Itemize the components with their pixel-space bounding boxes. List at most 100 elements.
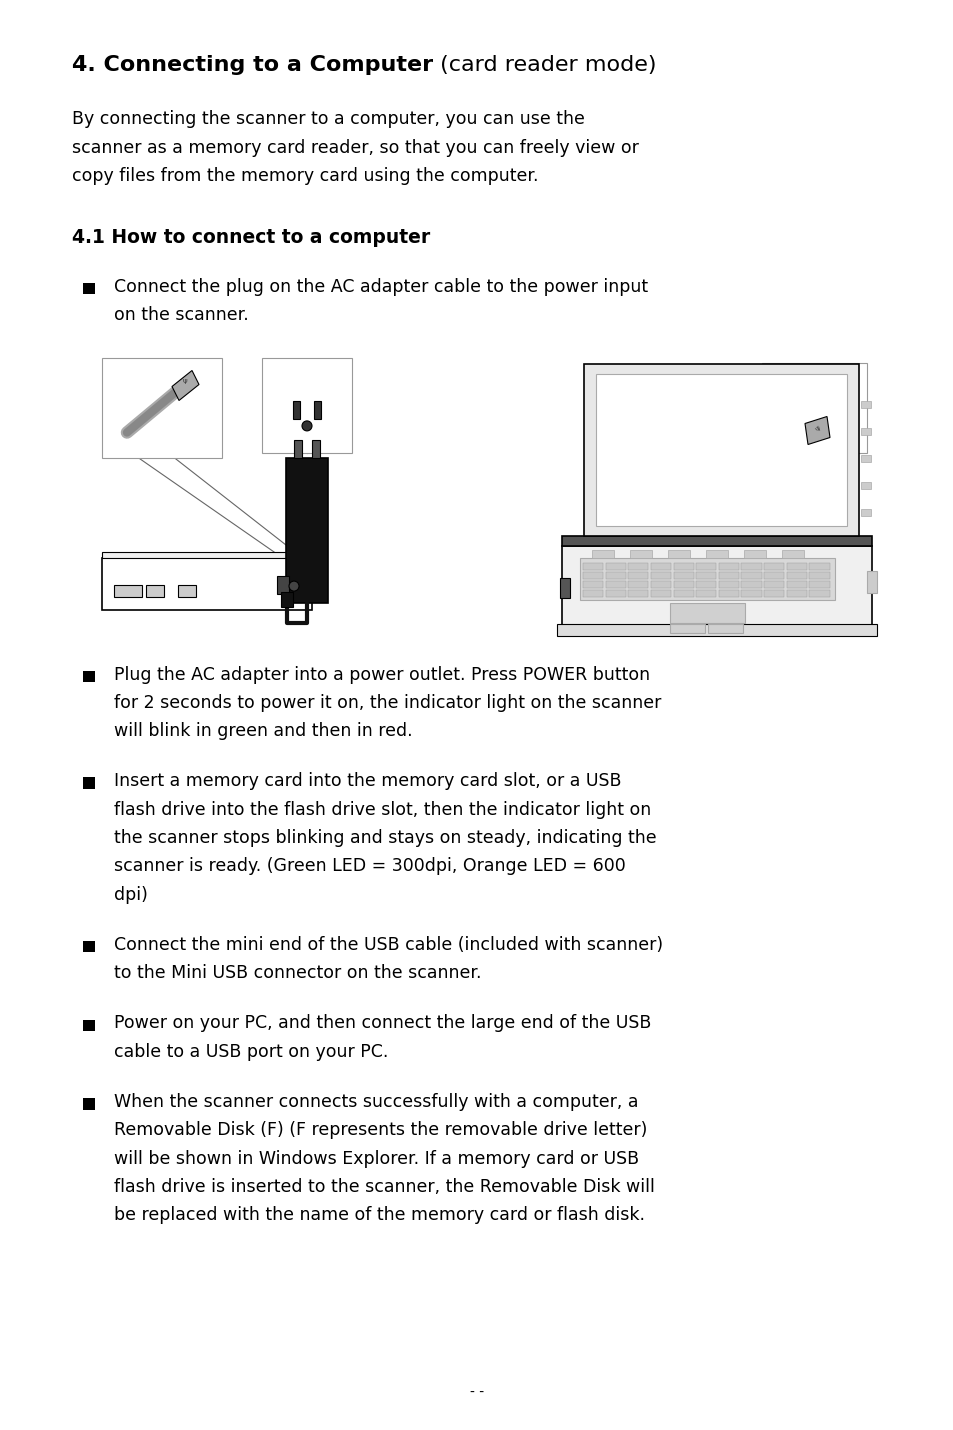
Bar (286, 458, 328, 602)
Text: will be shown in Windows Explorer. If a memory card or USB: will be shown in Windows Explorer. If a … (113, 1150, 639, 1168)
Bar (605, 562, 625, 569)
Bar (786, 572, 806, 579)
Text: dpi): dpi) (113, 885, 148, 904)
Bar (740, 562, 760, 569)
Bar (582, 589, 602, 596)
Bar (718, 581, 739, 588)
Bar (740, 589, 760, 596)
Bar (178, 585, 195, 596)
Bar (761, 362, 866, 452)
Bar (582, 572, 602, 579)
Bar (705, 549, 727, 558)
Bar (113, 585, 142, 596)
Bar (582, 581, 602, 588)
Text: the scanner stops blinking and stays on steady, indicating the: the scanner stops blinking and stays on … (113, 829, 656, 847)
Polygon shape (172, 370, 199, 400)
Bar (718, 572, 739, 579)
Text: on the scanner.: on the scanner. (113, 306, 249, 325)
Bar (743, 549, 765, 558)
Text: scanner is ready. (Green LED = 300dpi, Orange LED = 600: scanner is ready. (Green LED = 300dpi, O… (113, 858, 625, 875)
Text: By connecting the scanner to a computer, you can use the: By connecting the scanner to a computer,… (71, 110, 584, 129)
Bar (628, 581, 648, 588)
Bar (669, 623, 703, 632)
Bar (83, 283, 94, 295)
Bar (673, 589, 693, 596)
Bar (650, 581, 670, 588)
Bar (673, 562, 693, 569)
Bar (582, 562, 602, 569)
Bar (861, 400, 870, 408)
Bar (650, 562, 670, 569)
Text: (card reader mode): (card reader mode) (433, 54, 656, 74)
Bar (294, 439, 302, 458)
Text: Removable Disk (F) (F represents the removable drive letter): Removable Disk (F) (F represents the rem… (113, 1121, 647, 1140)
Bar (808, 572, 828, 579)
Text: be replaced with the name of the memory card or flash disk.: be replaced with the name of the memory … (113, 1207, 644, 1224)
Bar (718, 562, 739, 569)
Bar (673, 581, 693, 588)
Text: scanner as a memory card reader, so that you can freely view or: scanner as a memory card reader, so that… (71, 139, 639, 156)
Bar (559, 578, 569, 598)
Bar (579, 558, 834, 599)
Text: for 2 seconds to power it on, the indicator light on the scanner: for 2 seconds to power it on, the indica… (113, 694, 660, 712)
Bar (667, 549, 689, 558)
Bar (605, 572, 625, 579)
Bar (83, 1020, 94, 1031)
Text: 4.1 How to connect to a computer: 4.1 How to connect to a computer (71, 227, 430, 246)
Text: flash drive into the flash drive slot, then the indicator light on: flash drive into the flash drive slot, t… (113, 801, 651, 819)
Bar (312, 439, 319, 458)
Bar (808, 589, 828, 596)
Bar (561, 535, 871, 545)
Bar (83, 671, 94, 682)
Text: to the Mini USB connector on the scanner.: to the Mini USB connector on the scanner… (113, 964, 481, 982)
Bar (763, 572, 783, 579)
Text: Insert a memory card into the memory card slot, or a USB: Insert a memory card into the memory car… (113, 772, 620, 791)
Text: Connect the plug on the AC adapter cable to the power input: Connect the plug on the AC adapter cable… (113, 277, 647, 296)
Bar (669, 602, 743, 622)
Text: cable to a USB port on your PC.: cable to a USB port on your PC. (113, 1042, 388, 1061)
Bar (650, 589, 670, 596)
Bar (281, 592, 293, 606)
Polygon shape (804, 416, 829, 445)
Bar (696, 572, 716, 579)
Bar (102, 558, 312, 609)
Bar (102, 552, 312, 558)
Bar (605, 581, 625, 588)
Bar (628, 589, 648, 596)
Bar (276, 576, 289, 593)
Bar (592, 549, 614, 558)
Bar (102, 358, 222, 458)
Bar (629, 549, 651, 558)
Bar (786, 589, 806, 596)
Bar (314, 402, 320, 419)
Bar (808, 562, 828, 569)
Circle shape (302, 420, 312, 430)
Text: Plug the AC adapter into a power outlet. Press POWER button: Plug the AC adapter into a power outlet.… (113, 665, 649, 684)
Bar (673, 572, 693, 579)
Bar (696, 581, 716, 588)
Bar (146, 585, 164, 596)
Bar (786, 562, 806, 569)
Text: Connect the mini end of the USB cable (included with scanner): Connect the mini end of the USB cable (i… (113, 935, 662, 954)
Bar (557, 623, 876, 635)
Bar (861, 482, 870, 489)
Text: will blink in green and then in red.: will blink in green and then in red. (113, 722, 413, 741)
Bar (83, 941, 94, 952)
Bar (707, 623, 741, 632)
Bar (605, 589, 625, 596)
Bar (718, 589, 739, 596)
Bar (763, 581, 783, 588)
Circle shape (289, 581, 298, 591)
Bar (866, 571, 876, 592)
Bar (740, 572, 760, 579)
Text: flash drive is inserted to the scanner, the Removable Disk will: flash drive is inserted to the scanner, … (113, 1178, 654, 1195)
Bar (696, 589, 716, 596)
Bar (628, 562, 648, 569)
Bar (650, 572, 670, 579)
Bar (786, 581, 806, 588)
Bar (781, 549, 803, 558)
Bar (696, 562, 716, 569)
Bar (561, 545, 871, 628)
Bar (583, 363, 858, 535)
Text: When the scanner connects successfully with a computer, a: When the scanner connects successfully w… (113, 1093, 638, 1111)
